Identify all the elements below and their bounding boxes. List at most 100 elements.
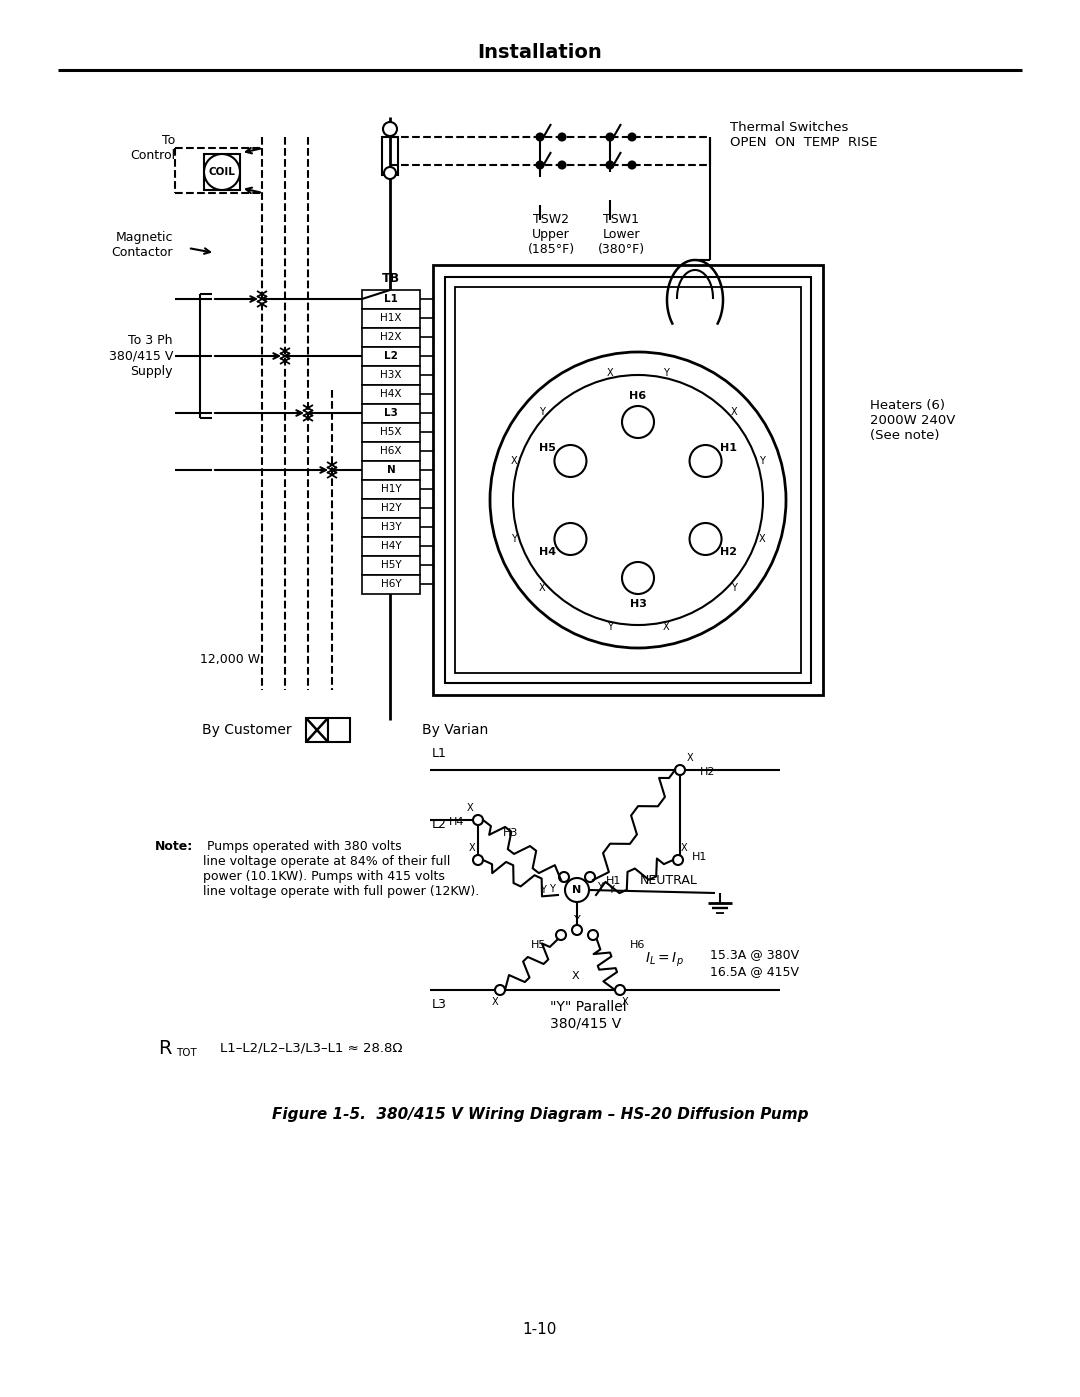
Text: N: N — [572, 886, 582, 895]
Text: Y: Y — [549, 884, 555, 894]
Circle shape — [559, 872, 569, 882]
Text: 12,000 W: 12,000 W — [200, 654, 260, 666]
Text: H1: H1 — [692, 852, 707, 862]
Bar — [362, 518, 420, 536]
Text: H5Y: H5Y — [380, 560, 402, 570]
Circle shape — [558, 162, 566, 169]
Text: H4: H4 — [539, 548, 556, 557]
Circle shape — [585, 872, 595, 882]
Text: H5: H5 — [540, 443, 556, 453]
Text: Y: Y — [759, 457, 765, 467]
Circle shape — [490, 352, 786, 648]
Text: $I_L = I_p$: $I_L = I_p$ — [645, 951, 684, 970]
Circle shape — [588, 930, 598, 940]
Text: 15.3A @ 380V: 15.3A @ 380V — [710, 949, 799, 961]
Text: 16.5A @ 415V: 16.5A @ 415V — [710, 965, 799, 978]
Bar — [455, 286, 801, 673]
Bar — [362, 346, 420, 366]
Text: H1: H1 — [606, 876, 621, 886]
Circle shape — [383, 122, 397, 136]
Circle shape — [607, 162, 613, 169]
Text: L2: L2 — [432, 819, 447, 831]
Text: X: X — [730, 407, 737, 416]
Text: H2: H2 — [719, 548, 737, 557]
Bar — [362, 366, 420, 386]
Text: TB: TB — [382, 271, 400, 285]
Circle shape — [565, 877, 589, 902]
Circle shape — [607, 134, 613, 141]
Circle shape — [473, 855, 483, 865]
Circle shape — [615, 985, 625, 995]
Circle shape — [622, 562, 654, 594]
Text: H3X: H3X — [380, 370, 402, 380]
Text: X: X — [469, 842, 475, 854]
Text: Y: Y — [597, 882, 603, 893]
Text: X: X — [622, 997, 629, 1007]
Text: To
Control: To Control — [130, 134, 175, 162]
Text: R: R — [158, 1038, 172, 1058]
Text: H3: H3 — [630, 599, 647, 609]
Bar — [328, 718, 350, 742]
Bar — [362, 386, 420, 404]
Text: Pumps operated with 380 volts
line voltage operate at 84% of their full
power (1: Pumps operated with 380 volts line volta… — [203, 840, 480, 898]
Text: H1Y: H1Y — [380, 483, 402, 495]
Text: H5: H5 — [531, 940, 546, 950]
Bar — [362, 481, 420, 499]
Text: Thermal Switches
OPEN  ON  TEMP  RISE: Thermal Switches OPEN ON TEMP RISE — [730, 122, 877, 149]
Bar — [362, 499, 420, 518]
Text: H4Y: H4Y — [380, 541, 402, 550]
Text: L3: L3 — [432, 997, 447, 1011]
Text: L1–L2/L2–L3/L3–L1 ≈ 28.8Ω: L1–L2/L2–L3/L3–L1 ≈ 28.8Ω — [220, 1042, 403, 1055]
Circle shape — [537, 134, 543, 141]
Text: To 3 Ph
380/415 V
Supply: To 3 Ph 380/415 V Supply — [109, 334, 173, 377]
Text: L3: L3 — [384, 408, 397, 418]
Text: By Customer: By Customer — [202, 724, 292, 738]
Bar — [362, 328, 420, 346]
Circle shape — [673, 855, 683, 865]
Text: X: X — [467, 803, 473, 813]
Circle shape — [495, 985, 505, 995]
Circle shape — [558, 134, 566, 141]
Bar — [362, 441, 420, 461]
Text: X: X — [606, 369, 613, 379]
Text: Y: Y — [731, 583, 737, 592]
Text: H3Y: H3Y — [380, 522, 402, 532]
Text: H6Y: H6Y — [380, 578, 402, 590]
Circle shape — [204, 154, 240, 190]
Circle shape — [629, 134, 635, 141]
Text: Y: Y — [608, 886, 613, 895]
Circle shape — [572, 925, 582, 935]
Bar — [433, 265, 823, 694]
Text: Y: Y — [663, 369, 670, 379]
Circle shape — [622, 407, 654, 439]
Text: H2: H2 — [700, 767, 715, 777]
Text: Note:: Note: — [156, 840, 193, 854]
Text: X: X — [511, 457, 517, 467]
Circle shape — [556, 930, 566, 940]
Text: TOT: TOT — [176, 1048, 197, 1058]
Text: Magnetic
Contactor: Magnetic Contactor — [111, 231, 173, 258]
Text: Y: Y — [539, 407, 545, 416]
Text: X: X — [680, 842, 687, 854]
Text: H5X: H5X — [380, 427, 402, 437]
Text: H6X: H6X — [380, 446, 402, 455]
Text: X: X — [539, 583, 545, 592]
Circle shape — [689, 446, 721, 476]
Circle shape — [629, 162, 635, 169]
Text: X: X — [571, 971, 579, 981]
Text: X: X — [491, 997, 498, 1007]
Text: TSW1
Lower
(380°F): TSW1 Lower (380°F) — [597, 212, 645, 256]
Bar — [306, 718, 328, 742]
Text: H1X: H1X — [380, 313, 402, 323]
Bar — [445, 277, 811, 683]
Text: H4: H4 — [448, 817, 464, 827]
Text: H6: H6 — [630, 391, 647, 401]
Text: H2X: H2X — [380, 332, 402, 342]
Bar — [362, 291, 420, 309]
Text: X: X — [663, 622, 670, 631]
Text: By Varian: By Varian — [422, 724, 488, 738]
Bar — [362, 423, 420, 441]
Circle shape — [473, 814, 483, 826]
Text: L2: L2 — [384, 351, 397, 360]
Text: "Y" Parallel
380/415 V: "Y" Parallel 380/415 V — [550, 1000, 626, 1030]
